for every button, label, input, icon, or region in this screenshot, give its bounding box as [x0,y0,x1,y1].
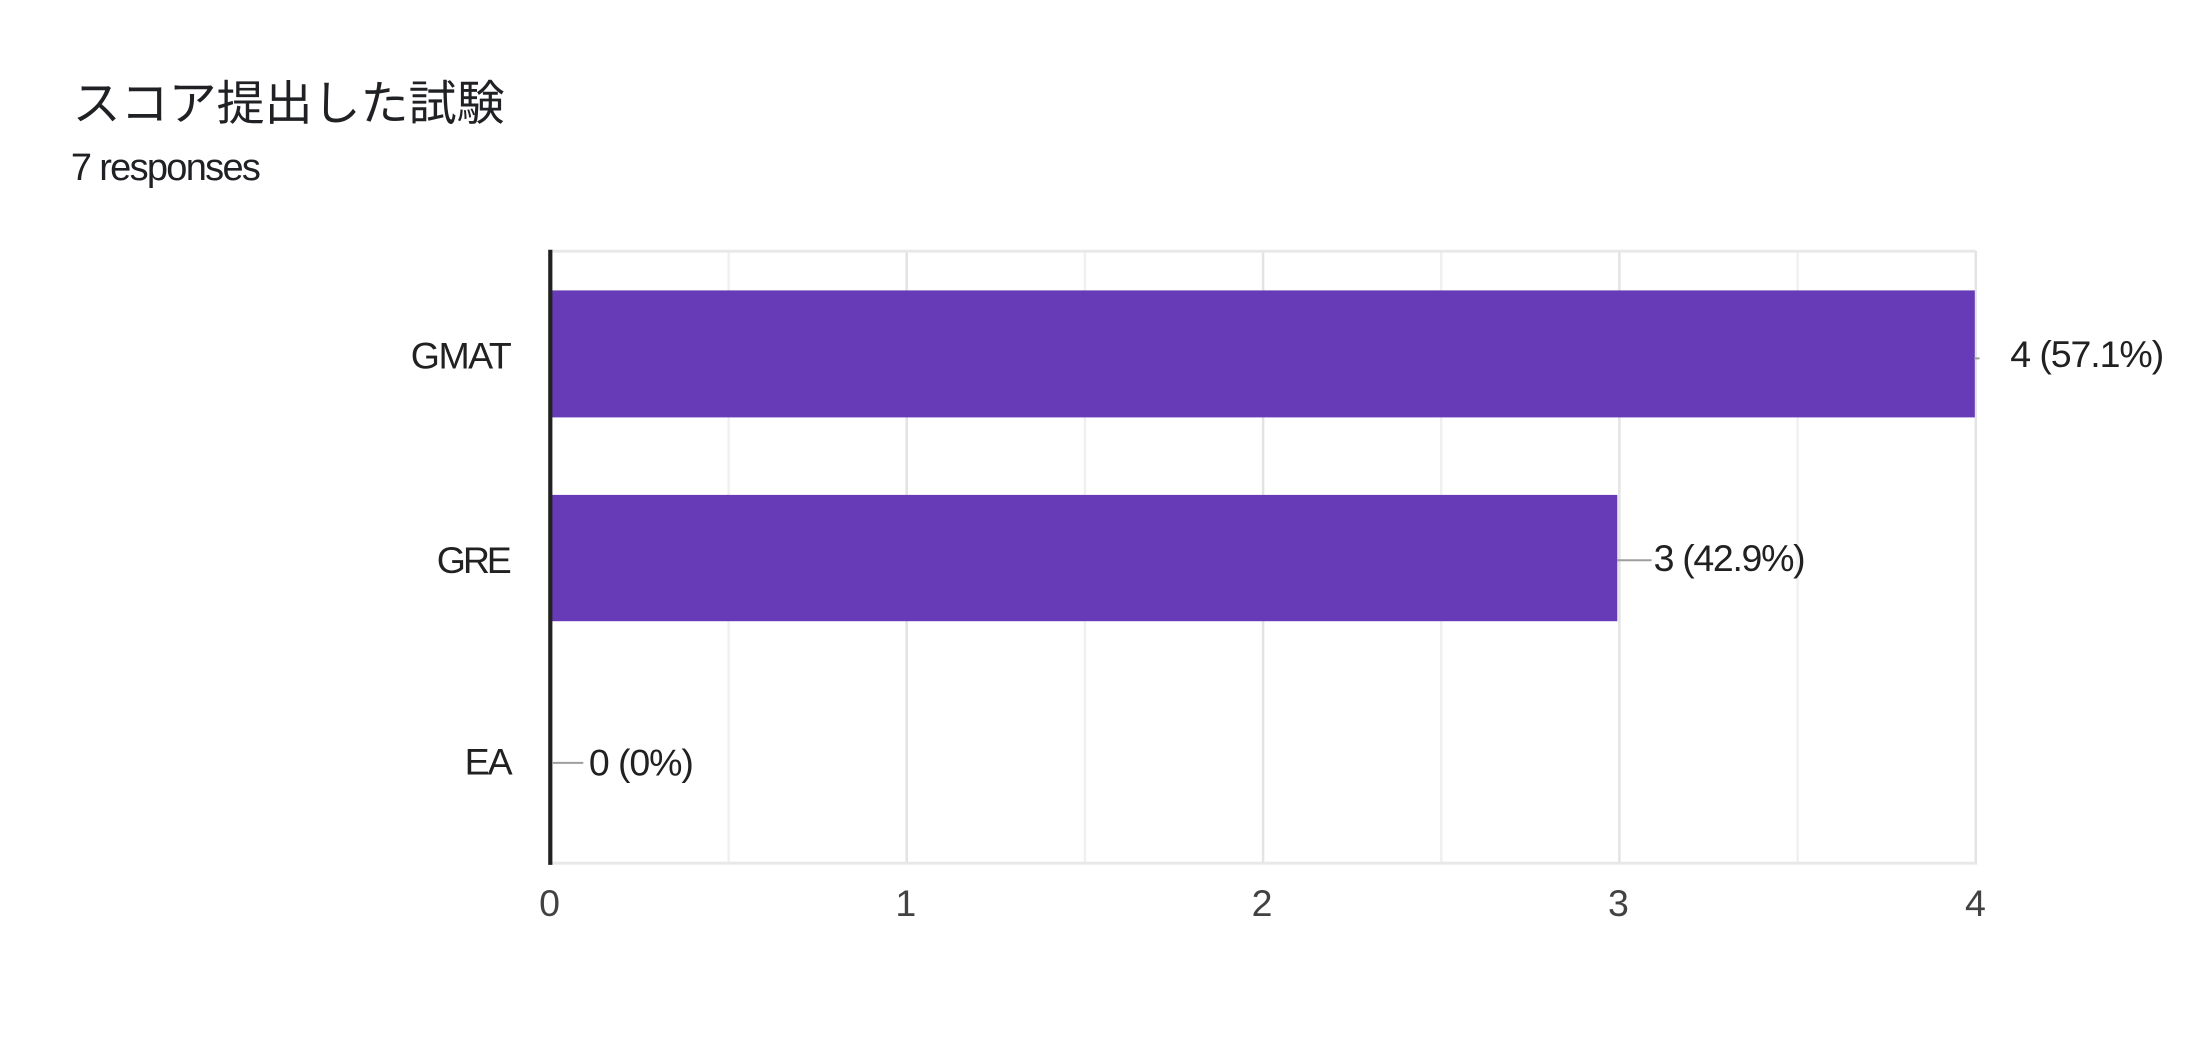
svg-text:4 (57.1%): 4 (57.1%) [2010,333,2164,375]
svg-text:3 (42.9%): 3 (42.9%) [1654,537,1806,579]
svg-text:1: 1 [895,882,916,924]
svg-text:3: 3 [1608,882,1629,924]
svg-text:EA: EA [465,740,513,782]
svg-text:4: 4 [1965,882,1986,924]
svg-text:0 (0%): 0 (0%) [589,742,694,784]
svg-text:GRE: GRE [437,539,512,581]
svg-text:7 responses: 7 responses [71,147,261,189]
svg-text:0: 0 [539,882,560,924]
svg-text:GMAT: GMAT [411,334,512,376]
svg-text:2: 2 [1252,882,1273,924]
